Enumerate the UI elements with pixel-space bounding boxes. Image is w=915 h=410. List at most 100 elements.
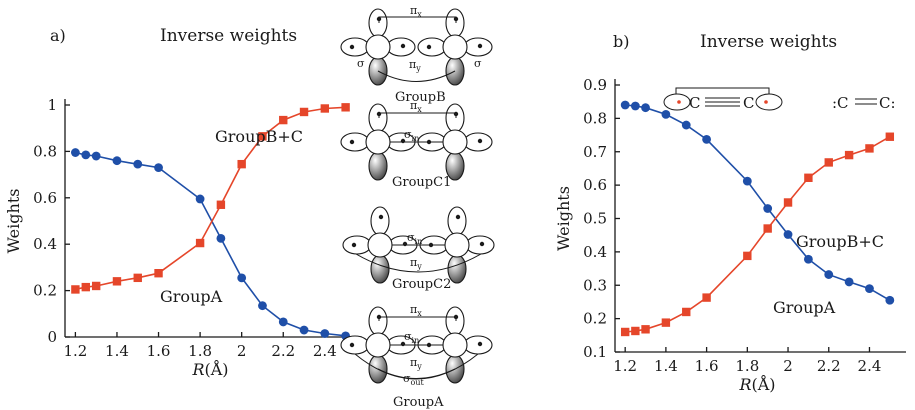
chart-a-series-groupbc-point: [279, 115, 288, 125]
chart-a-ytick-label: 0.4: [33, 235, 57, 253]
chart-b-series-groupbc-point: [641, 325, 650, 334]
chart-a-series-groupa-point: [81, 150, 91, 160]
chart-a-xtick-label: 2: [237, 342, 247, 360]
chart-a: 0 0.2 0.4 0.6 0.8 1 1.2 1.4 1.6 1.8 2 2.2 2.4 R(Å) Wei…: [4, 96, 362, 379]
diagram-groupb-sigma-left: σ: [357, 57, 365, 70]
chart-b-series-groupa-point: [630, 101, 640, 111]
chart-b-series-groupbc-point: [743, 251, 752, 261]
diagram-groupa-pi-y: πy: [410, 356, 422, 371]
diagram-groupc2-sigma-in: σin: [407, 231, 422, 246]
diagram-groupb-sigma-right: σ: [474, 57, 482, 70]
chart-b-series-groupbc-point: [824, 158, 833, 167]
chart-a-ytick-label: 1: [47, 96, 57, 114]
chart-a-xlabel: R(Å): [191, 359, 228, 379]
chart-a-label-groupbc: GroupB+C: [215, 127, 303, 146]
chart-a-series-groupbc-point: [81, 282, 90, 292]
chart-a-label-groupa: GroupA: [160, 287, 223, 306]
panel-b-letter: b): [613, 32, 629, 51]
chart-b-ylabel: Weights: [554, 186, 573, 251]
diagram-groupc1-sigma-in: σin: [404, 128, 419, 143]
chart-b-ytick-label: 0.6: [583, 176, 607, 194]
chart-a-series-groupbc-point: [133, 273, 142, 283]
chart-a-series-groupbc-point: [71, 285, 80, 294]
panel-a-letter: a): [50, 26, 66, 45]
chart-b-series-groupa-point: [620, 100, 630, 110]
chart-b-xtick-label: 1.2: [613, 357, 637, 375]
chart-a-xtick-label: 1.2: [63, 342, 87, 360]
chart-b-series-groupbc-point: [682, 307, 691, 317]
chart-a-series-groupbc-point: [216, 200, 226, 209]
chart-b-series-groupbc-point: [885, 132, 895, 141]
chart-a-xtick-label: 1.4: [105, 342, 129, 360]
chart-a-series-groupa-point: [278, 317, 288, 327]
chart-b-series-groupbc-point: [661, 318, 671, 327]
chart-a-series-groupa-point: [91, 151, 101, 161]
diagram-groupc1: πx σin GroupC1: [340, 99, 493, 190]
chart-b-series-groupbc-point: [631, 326, 640, 336]
chart-a-xtick-label: 1.8: [188, 342, 212, 360]
chart-a-series-groupbc-point: [258, 132, 267, 141]
diagram-groupa-label: GroupA: [393, 395, 444, 410]
diagram-groupc2: σin πy GroupC2: [342, 206, 495, 292]
chart-a-series-groupa-point: [154, 163, 163, 173]
chart-b-xlabel: R(Å): [738, 374, 775, 394]
chart-b-xtick-label: 1.6: [695, 357, 719, 375]
chart-b-xtick-label: 1.8: [735, 357, 759, 375]
chart-a-series-groupa-point: [112, 156, 122, 166]
chart-b-series-groupa-point: [803, 254, 813, 264]
chart-b-series-groupa-point: [641, 103, 650, 113]
diagram-groupa: πx σin πy σout GroupA: [340, 303, 493, 410]
chart-a-series-groupbc-point: [112, 277, 122, 286]
diagram-groupb: πx πy σ σ GroupB: [340, 4, 493, 105]
chart-a-series-groupa-point: [133, 159, 143, 169]
chart-a-series-groupbc-point: [91, 281, 101, 291]
chart-b-label-groupa: GroupA: [773, 298, 836, 317]
panel-b: b) Inverse weights 0.1 0.2 0.3 0.4 0.5 0.6 0.7…: [554, 32, 906, 394]
chart-a-ylabel: Weights: [4, 189, 23, 254]
chart-b-structure-c1: C: [689, 94, 700, 112]
chart-a-series-groupa-line: [75, 151, 346, 337]
chart-b-series-groupbc-point: [763, 224, 772, 233]
chart-a-series-groupbc-point: [154, 269, 163, 278]
chart-b-series-groupa-point: [661, 109, 671, 119]
chart-a-series-groupa-point: [195, 194, 205, 204]
chart-b-xtick-label: 1.4: [654, 357, 678, 375]
panel-b-title: Inverse weights: [700, 32, 837, 52]
diagram-groupb-label: GroupB: [395, 90, 446, 105]
chart-b-series-groupa-point: [702, 135, 712, 144]
chart-a-ytick-label: 0: [47, 328, 57, 346]
chart-a-series-groupbc-line: [75, 106, 346, 291]
chart-b-ytick-label: 0.8: [583, 109, 607, 127]
chart-a-series-groupa-point: [237, 273, 247, 283]
chart-a-ytick-label: 0.8: [33, 142, 57, 160]
chart-a-series-groupa-point: [320, 329, 330, 338]
diagram-groupb-pi-y: πy: [409, 58, 421, 73]
chart-b-ytick-label: 0.4: [583, 243, 607, 261]
panel-a-title: Inverse weights: [160, 26, 297, 46]
chart-b-lewis-right: C:: [879, 94, 896, 112]
chart-b-ytick-label: 0.3: [583, 276, 607, 294]
chart-b-ytick-label: 0.9: [583, 76, 607, 94]
chart-b-series-groupa-point: [783, 230, 793, 239]
chart-b-series-groupa-point: [681, 120, 691, 130]
chart-b-xtick-label: 2.4: [858, 357, 882, 375]
chart-b-xtick-label: 2: [783, 357, 793, 375]
diagram-groupc2-label: GroupC2: [392, 277, 451, 292]
chart-a-series-groupbc-point: [195, 238, 205, 248]
chart-a-xtick-label: 2.2: [271, 342, 295, 360]
diagram-groupc1-label: GroupC1: [392, 175, 451, 190]
chart-b-series-groupa-point: [844, 277, 854, 287]
chart-b-label-groupbc: GroupB+C: [796, 232, 884, 251]
chart-b-series-groupa-point: [742, 176, 752, 186]
orbital-diagrams: πx πy σ σ GroupB πx σin GroupC1 σin πy G…: [340, 4, 495, 410]
chart-a-series-groupa-point: [299, 325, 309, 335]
diagram-groupc2-pi-y: πy: [410, 256, 422, 271]
chart-b-series-groupa-point: [865, 284, 874, 293]
chart-b-structure-c2: C: [743, 94, 754, 112]
chart-a-series-groupa-point: [216, 234, 226, 243]
chart-b-ytick-label: 0.1: [583, 343, 607, 361]
chart-a-series-groupbc-point: [299, 107, 309, 117]
chart-a-xtick-label: 1.6: [147, 342, 171, 360]
chart-b-series-groupa-point: [763, 204, 773, 213]
